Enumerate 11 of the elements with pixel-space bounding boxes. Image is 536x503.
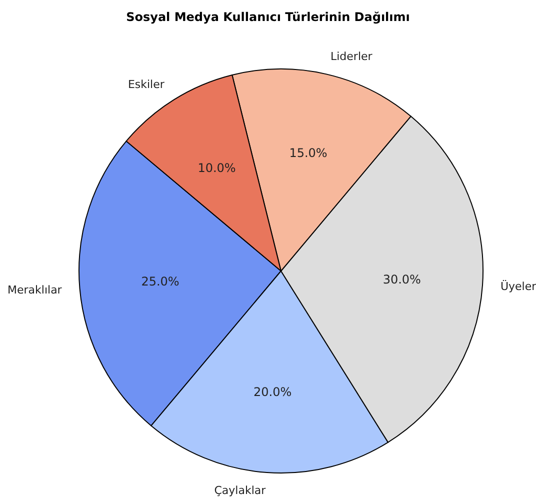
slice-label: Liderler xyxy=(330,50,373,64)
slice-label: Eskiler xyxy=(128,78,165,91)
data-label: 20.0% xyxy=(253,384,292,399)
data-label: 15.0% xyxy=(289,146,328,160)
slice-label: Meraklılar xyxy=(8,284,62,297)
chart-title: Sosyal Medya Kullanıcı Türlerinin Dağılımı xyxy=(126,10,410,24)
slice-label: Çaylaklar xyxy=(214,484,266,497)
slice-label: Üyeler xyxy=(500,278,536,293)
data-label: 25.0% xyxy=(141,274,180,289)
data-label: 30.0% xyxy=(382,272,421,286)
data-label: 10.0% xyxy=(198,161,236,176)
